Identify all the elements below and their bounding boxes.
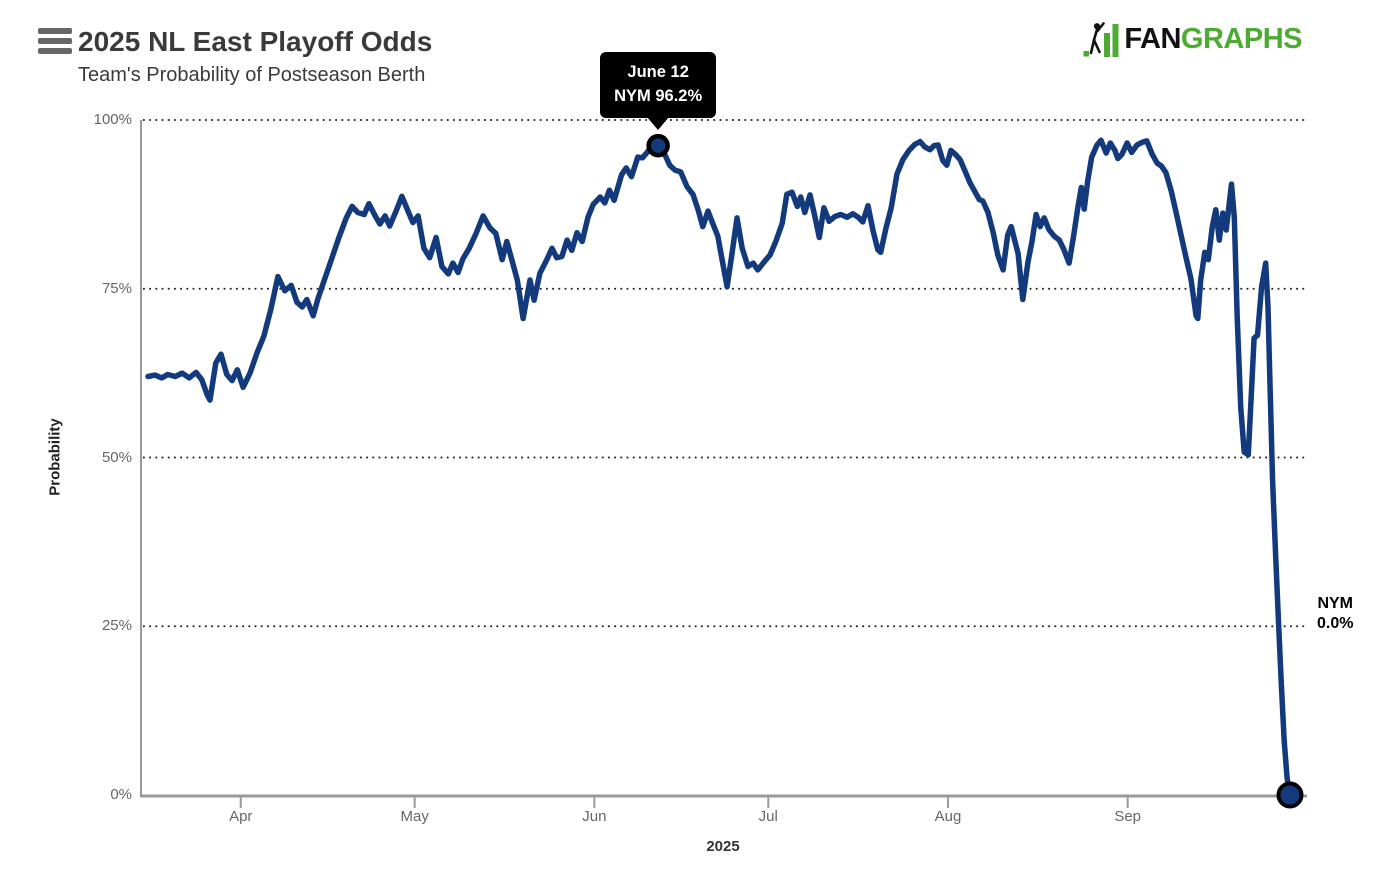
- tooltip-date: June 12: [627, 62, 689, 81]
- chart-title: 2025 NL East Playoff Odds: [78, 26, 433, 57]
- menu-icon[interactable]: [38, 28, 72, 54]
- logo-text-fan: FAN: [1124, 22, 1181, 55]
- tooltip: June 12 NYM 96.2%: [600, 51, 717, 119]
- x-axis-tick-label: Jun: [582, 808, 607, 825]
- series-end-label: NYM 0.0%: [1317, 594, 1353, 634]
- series-end-team: NYM: [1317, 595, 1354, 612]
- y-axis-tick-label: 25%: [101, 617, 132, 635]
- y-axis-title: Probability: [46, 418, 64, 496]
- chart-subtitle: Team's Probability of Postseason Berth: [78, 64, 426, 86]
- logo-text-graphs: GRAPHS: [1180, 22, 1303, 55]
- x-axis-year-label: 2025: [706, 838, 740, 855]
- x-axis-tick-label: Apr: [229, 808, 253, 825]
- fangraphs-logo[interactable]: FAN GRAPHS: [1083, 20, 1303, 58]
- data-point-marker-final[interactable]: [1276, 781, 1304, 809]
- tooltip-value: NYM 96.2%: [614, 86, 703, 105]
- y-axis-tick-label: 0%: [110, 786, 132, 803]
- x-axis-tick-label: Jul: [758, 808, 778, 825]
- y-axis-tick-label: 50%: [101, 448, 132, 466]
- y-axis-tick-label: 75%: [101, 279, 132, 297]
- fangraphs-logo-icon: [1083, 22, 1119, 57]
- x-axis-tick-label: May: [400, 808, 429, 825]
- x-axis-tick-label: Aug: [934, 808, 962, 825]
- data-point-marker-peak[interactable]: [646, 133, 670, 158]
- series-end-value: 0.0%: [1317, 615, 1354, 632]
- odds-line-nym[interactable]: [145, 137, 1293, 798]
- x-axis-tick-label: Sep: [1114, 808, 1142, 825]
- y-axis-tick-label: 100%: [93, 111, 132, 128]
